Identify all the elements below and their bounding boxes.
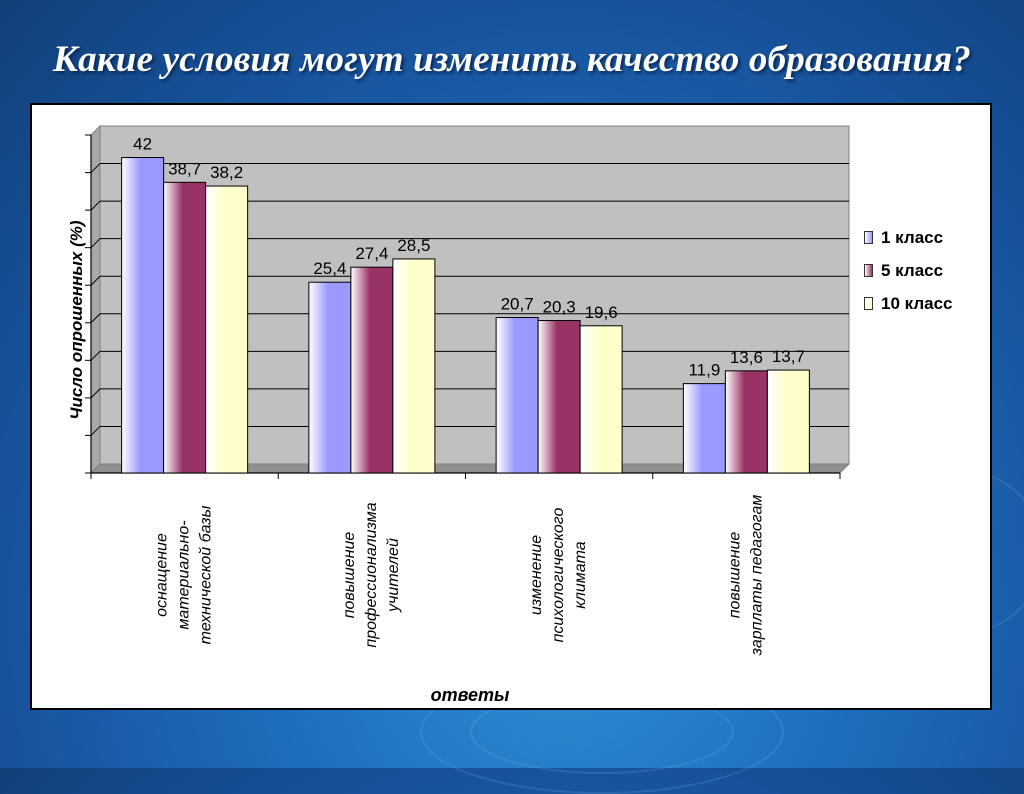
category-label: изменение психологического климата — [528, 507, 589, 642]
data-label: 38,7 — [168, 159, 201, 178]
data-label: 27,4 — [355, 244, 388, 263]
chart-legend: 1 класс 5 класс 10 класс — [864, 221, 953, 320]
bar — [163, 181, 207, 474]
slide-title: Какие условия могут изменить качество об… — [52, 39, 972, 80]
y-axis-title: Число опрошенных (%) — [67, 220, 86, 419]
bar-chart: 42 38,7 38,2 оснащение материально-техническ… — [67, 124, 851, 705]
data-label: 42 — [133, 135, 152, 154]
data-label: 19,6 — [585, 303, 618, 322]
legend-swatch — [864, 231, 873, 244]
bar — [766, 369, 810, 474]
data-label: 28,5 — [397, 236, 430, 255]
gridline — [90, 275, 101, 286]
bar — [121, 157, 165, 474]
category-label: повышение профессионализма учителей — [341, 502, 402, 647]
legend-label: 1 класс — [881, 227, 944, 247]
legend-label: 10 класс — [881, 293, 953, 313]
legend-item: 10 класс — [864, 287, 953, 320]
gridline — [90, 313, 101, 324]
data-label: 38,2 — [210, 163, 243, 182]
legend-swatch — [864, 297, 873, 310]
bar — [495, 317, 539, 474]
legend-swatch — [864, 264, 873, 277]
bar — [205, 185, 249, 474]
data-label: 13,7 — [772, 347, 805, 366]
gridline — [90, 350, 101, 361]
data-label: 20,3 — [543, 298, 576, 317]
bar — [392, 258, 436, 474]
bar — [537, 320, 581, 474]
bar — [682, 383, 726, 474]
gridline — [90, 200, 101, 211]
data-label: 13,6 — [730, 348, 763, 367]
chart-panel: 42 38,7 38,2 оснащение материально-техническ… — [30, 103, 992, 710]
category-label: оснащение материально-технической базы — [154, 505, 215, 644]
legend-item: 5 класс — [864, 254, 953, 287]
bar — [350, 266, 394, 474]
bar — [308, 281, 352, 474]
category-label: повышение зарплаты педагогам — [726, 495, 765, 657]
legend-item: 1 класс — [864, 221, 953, 254]
side-wall — [90, 124, 101, 475]
bar — [724, 370, 768, 474]
x-axis-title: ответы — [431, 685, 510, 705]
gridline — [90, 388, 101, 399]
data-label: 20,7 — [501, 295, 534, 314]
gridline — [90, 426, 101, 436]
legend-label: 5 класс — [881, 260, 944, 280]
data-label: 11,9 — [688, 361, 720, 380]
bar — [579, 325, 623, 474]
gridline — [90, 163, 101, 173]
gridline — [90, 238, 101, 249]
data-label: 25,4 — [313, 259, 346, 278]
